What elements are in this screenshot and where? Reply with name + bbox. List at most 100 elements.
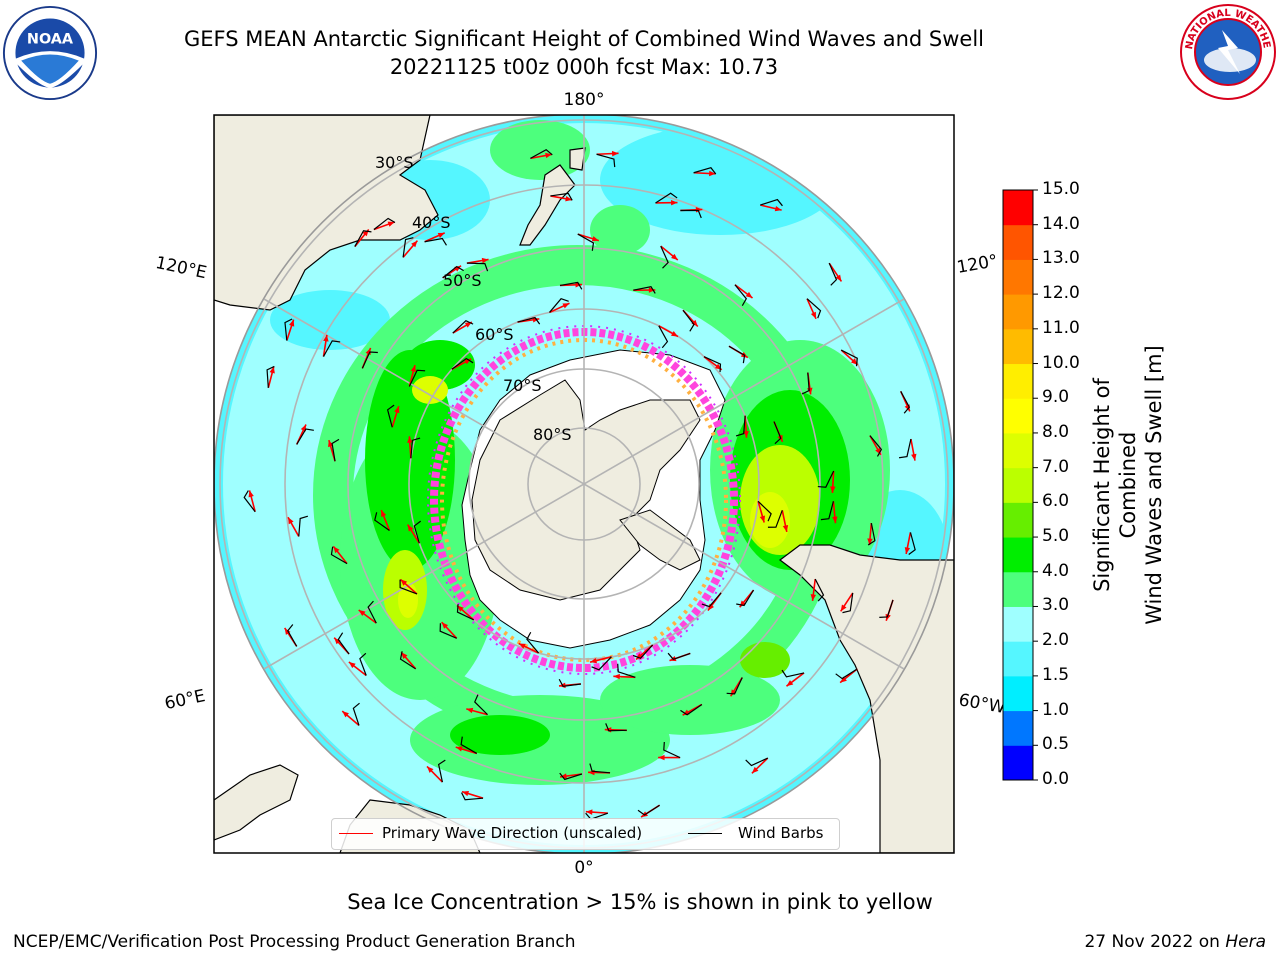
- run-date-text: 27 Nov 2022 on: [1084, 932, 1226, 952]
- run-date: 27 Nov 2022 on Hera: [1084, 932, 1266, 952]
- wind-barb: [820, 501, 834, 521]
- lat-label-50s: 50°S: [443, 271, 482, 290]
- wave-arrow-head: [300, 424, 306, 432]
- wind-barb: [559, 281, 583, 290]
- wave-arrow-head: [835, 274, 842, 282]
- wind-barb: [526, 631, 540, 654]
- wave-arrow-head: [562, 303, 570, 309]
- wind-barb: [577, 233, 595, 251]
- wave-arrow-head: [745, 291, 753, 298]
- wave-arrow-head: [671, 199, 678, 206]
- colorbar-tick-label: 2.0: [1042, 630, 1070, 651]
- lon-label-120w: 120°: [955, 251, 999, 278]
- wave-arrow-head: [885, 613, 891, 621]
- colorbar-tick-label: 1.0: [1042, 699, 1070, 720]
- wave-arrow-head: [407, 524, 414, 532]
- wave-arrow-head: [323, 334, 329, 342]
- colorbar-tick-label: 13.0: [1042, 248, 1080, 269]
- wind-barb: [869, 435, 883, 457]
- wind-barb: [466, 262, 489, 272]
- wind-barb: [617, 663, 636, 678]
- colorbar-bin: [1003, 259, 1033, 295]
- wind-barb: [734, 284, 748, 306]
- colorbar-bin: [1003, 710, 1033, 746]
- wind-barb: [908, 532, 916, 555]
- wind-barb: [660, 245, 669, 269]
- wind-barb: [530, 148, 553, 159]
- colorbar-tick-label: 6.0: [1042, 491, 1070, 512]
- colorbar-bin: [1003, 745, 1033, 781]
- wind-barb: [605, 723, 627, 732]
- colorbar-title: Significant Height of Combined Wind Wave…: [1089, 325, 1167, 645]
- wind-barb: [331, 438, 340, 462]
- colorbar-tick-label: 12.0: [1042, 283, 1080, 304]
- wind-barb: [655, 192, 678, 204]
- wind-barb: [842, 592, 854, 614]
- wind-barb: [373, 217, 396, 230]
- wind-barb: [745, 757, 769, 767]
- wave-arrow-head: [759, 515, 766, 523]
- wave-arrow-head: [709, 170, 716, 177]
- colorbar-bin: [1003, 363, 1033, 399]
- wave-arrow-head: [832, 516, 838, 524]
- wind-barb: [296, 428, 314, 445]
- wave-arrow-head: [560, 773, 567, 779]
- wave-arrow-head: [401, 652, 408, 659]
- noaa-logo: NOAA: [2, 5, 98, 101]
- wave-arrow-head: [807, 387, 813, 395]
- wind-barb: [773, 421, 782, 445]
- wave-arrow-head: [342, 711, 349, 718]
- lat-label-60s: 60°S: [475, 325, 514, 344]
- colorbar-bin: [1003, 502, 1033, 538]
- wave-arrow-head: [904, 547, 911, 554]
- wind-barb: [474, 694, 488, 716]
- wave-arrow-head: [394, 406, 400, 414]
- run-host: Hera: [1225, 932, 1266, 952]
- wind-barb: [399, 651, 416, 670]
- wind-barb: [442, 265, 464, 279]
- chart-subtitle: 20221125 t00z 000h fcst Max: 10.73: [389, 55, 779, 79]
- wind-barb: [658, 325, 669, 349]
- colorbar-tick-label: 11.0: [1042, 317, 1080, 338]
- wind-barb: [663, 741, 681, 759]
- wind-barb: [735, 415, 746, 437]
- wave-arrow-head: [462, 790, 469, 797]
- wave-arrow-head: [707, 603, 714, 611]
- wave-arrow-head: [810, 594, 817, 601]
- wind-barb: [814, 578, 825, 602]
- wave-arrow-head: [333, 546, 340, 554]
- branch-credit: NCEP/EMC/Verification Post Processing Pr…: [13, 932, 576, 952]
- wind-barb: [667, 652, 691, 660]
- colorbar-bin: [1003, 467, 1033, 503]
- colorbar-tick-label: 14.0: [1042, 213, 1080, 234]
- wind-barb: [806, 298, 822, 319]
- colorbar-tick-label: 3.0: [1042, 595, 1070, 616]
- lon-label-0: 0°: [574, 858, 593, 878]
- wind-barb: [801, 372, 810, 395]
- wind-barb: [760, 198, 783, 207]
- wave-arrow-head: [387, 221, 395, 227]
- wave-arrow-head: [466, 707, 474, 714]
- wind-barb: [682, 309, 695, 332]
- wind-barb: [359, 652, 367, 676]
- lon-label-60e: 60°E: [163, 686, 207, 714]
- wave-arrow-head: [591, 236, 599, 242]
- wave-arrow-head: [464, 322, 472, 328]
- wave-arrow-head: [407, 436, 413, 443]
- wind-barb: [898, 438, 912, 459]
- wave-arrow-head: [585, 809, 593, 815]
- wind-barb: [817, 470, 835, 488]
- wind-barb: [437, 759, 446, 783]
- wave-arrow-head: [658, 754, 665, 761]
- wind-barbs: [243, 148, 916, 820]
- wind-barb: [835, 668, 858, 680]
- wind-barb: [840, 349, 858, 367]
- colorbar-bin: [1003, 398, 1033, 434]
- wave-arrow-head: [691, 319, 698, 327]
- colorbar-tick-label: 1.5: [1042, 664, 1070, 685]
- wave-arrow-head: [751, 766, 759, 774]
- wave-arrow-head: [671, 331, 678, 337]
- colorbar-tick-label: 0.0: [1042, 769, 1070, 789]
- wind-barb: [287, 624, 298, 647]
- wind-barb: [386, 404, 395, 428]
